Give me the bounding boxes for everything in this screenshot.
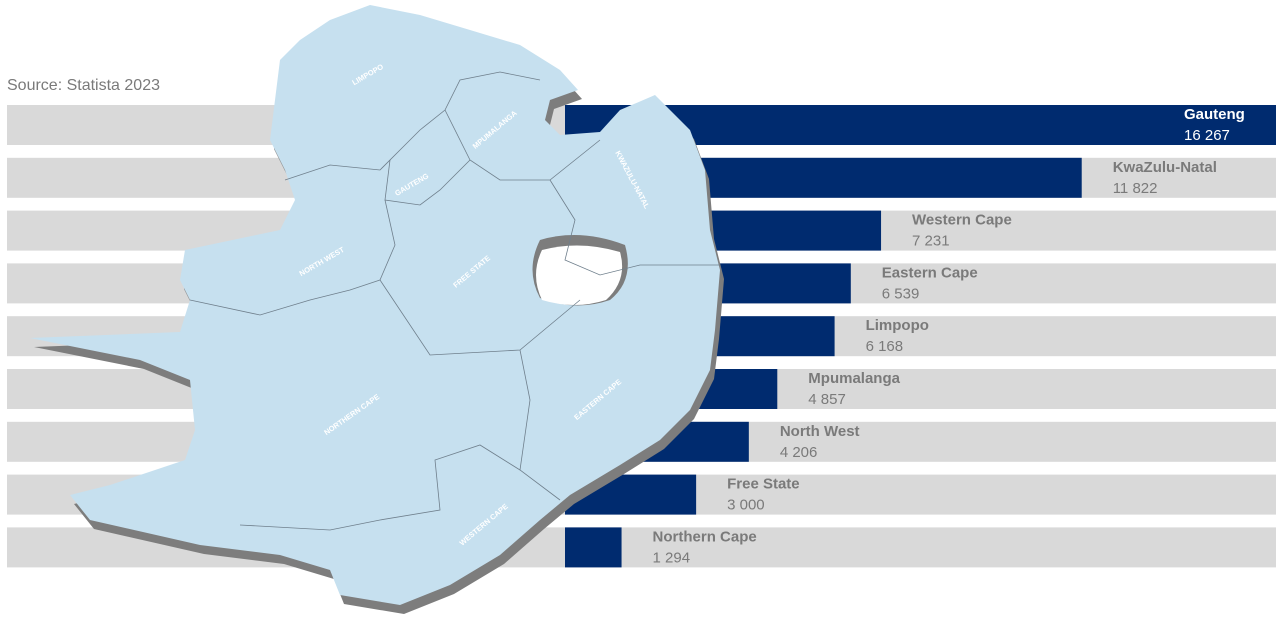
province-border [444,109,601,181]
province-border [284,71,541,181]
category-label: Limpopo [866,317,929,334]
province-border [384,159,471,206]
source: Source: Statista 2023 [7,77,160,94]
lesotho [536,245,623,305]
province-border [189,279,381,316]
province-border [379,199,581,356]
value-label: 6 539 [882,285,920,302]
category-label: Free State [727,476,800,493]
value-label: 1 294 [653,549,691,566]
category-label: Western Cape [912,212,1012,229]
category-label: Mpumalanga [808,370,900,387]
category-label: Eastern Cape [882,264,978,281]
province-border [519,349,561,501]
value-label: 16 267 [1184,127,1230,144]
map-body [30,5,720,605]
value-label: 6 168 [866,338,904,355]
value-label: 11 822 [1113,180,1158,197]
province-border [549,179,720,276]
value-label: 3 000 [727,497,765,514]
province-border [239,444,521,531]
category-label: KwaZulu-Natal [1113,159,1217,176]
bar [565,527,622,568]
value-label: 7 231 [912,233,950,250]
value-label: 4 206 [780,444,818,461]
label-layer: Gauteng 16 267 KwaZulu-Natal 11 822 Western … [653,106,1245,566]
category-label: Gauteng [1184,106,1245,123]
category-label: Northern Cape [653,528,757,545]
category-label: North West [780,423,860,440]
value-label: 4 857 [808,391,846,408]
